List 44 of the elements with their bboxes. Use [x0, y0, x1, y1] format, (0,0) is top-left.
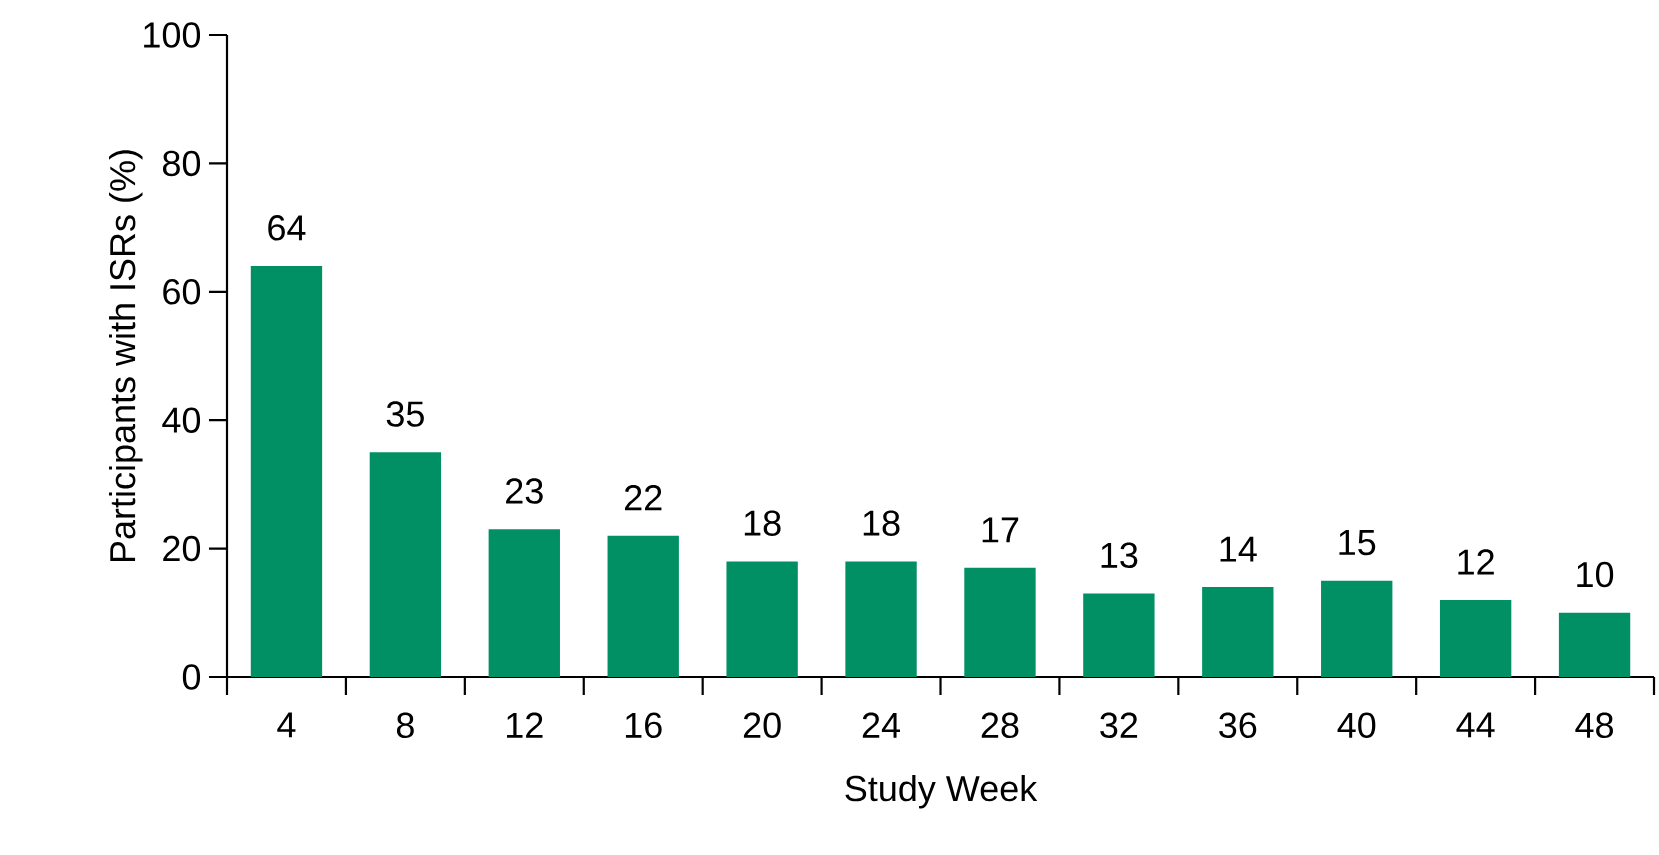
- bar: [1321, 580, 1393, 677]
- data-label: 64: [268, 215, 306, 241]
- bar: [726, 561, 798, 677]
- y-tick-label: 0: [182, 664, 201, 690]
- x-tick-label: 4: [277, 712, 296, 738]
- bar: [488, 529, 560, 677]
- data-label: 22: [625, 485, 662, 511]
- data-label: 15: [1339, 530, 1376, 556]
- bar: [607, 535, 679, 677]
- x-tick-label: 36: [1219, 712, 1257, 739]
- x-tick-label: 40: [1337, 712, 1376, 739]
- y-tick-label: 60: [163, 279, 201, 305]
- x-tick-label: 44: [1456, 712, 1495, 738]
- bar: [964, 567, 1036, 677]
- x-tick-label: 32: [1100, 712, 1138, 739]
- data-label: 23: [506, 478, 543, 504]
- x-tick-label: 16: [625, 712, 662, 739]
- data-label: 13: [1101, 542, 1138, 568]
- bar: [845, 561, 917, 677]
- x-tick-label: 8: [396, 712, 414, 739]
- bar: [1558, 612, 1631, 677]
- x-tick-label: 24: [862, 712, 901, 738]
- data-label: 35: [386, 401, 424, 427]
- y-axis-title: Participants with ISRs (%): [108, 150, 143, 562]
- data-label: 18: [863, 510, 900, 536]
- data-label: 14: [1220, 536, 1257, 562]
- data-label: 10: [1577, 561, 1614, 588]
- bar: [1439, 599, 1512, 677]
- y-tick-label: 40: [162, 407, 201, 433]
- bar: [250, 266, 323, 677]
- x-tick-label: 20: [743, 712, 781, 739]
- y-tick-label: 100: [144, 22, 201, 48]
- data-label: 18: [744, 510, 781, 536]
- bar: [369, 452, 442, 677]
- data-label: 17: [982, 517, 1019, 543]
- x-tick-label: 12: [507, 712, 543, 738]
- bar: [1083, 593, 1155, 677]
- bar: [1202, 587, 1274, 677]
- data-label: 12: [1458, 549, 1494, 575]
- y-tick-label: 20: [163, 535, 201, 562]
- x-tick-label: 48: [1575, 712, 1614, 739]
- x-axis-title: Study Week: [845, 774, 1038, 809]
- x-tick-label: 28: [981, 712, 1019, 739]
- y-tick-label: 80: [162, 150, 201, 177]
